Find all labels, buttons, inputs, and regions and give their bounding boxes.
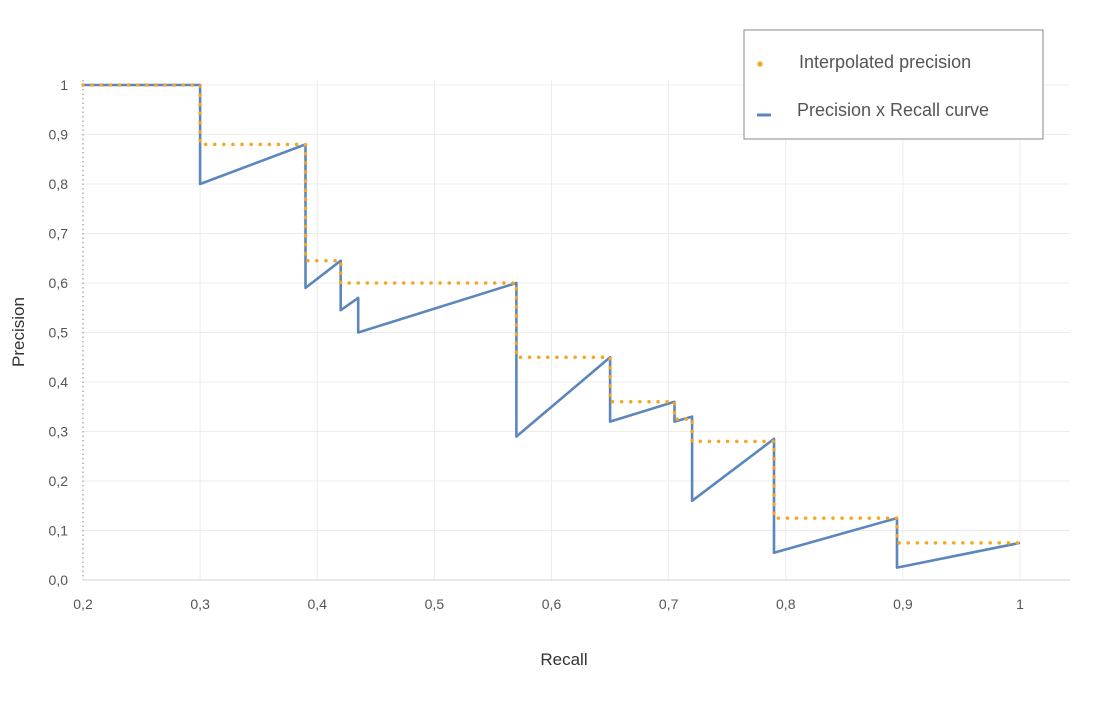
x-tick-label: 0,3 [190,596,210,612]
y-tick-label: 0,4 [49,374,69,390]
y-tick-label: 0,2 [49,473,69,489]
y-tick-label: 0,1 [49,523,69,539]
x-tick-label: 0,2 [73,596,93,612]
y-tick-labels: 0,0 0,1 0,2 0,3 0,4 0,5 0,6 0,7 0,8 0,9 1 [49,77,69,588]
x-tick-label: 0,7 [659,596,679,612]
x-tick-label: 0,9 [893,596,913,612]
x-tick-label: 1 [1016,596,1024,612]
y-tick-label: 0,5 [49,325,69,341]
y-tick-label: 0,3 [49,424,69,440]
x-axis-title: Recall [540,650,587,669]
x-tick-label: 0,5 [425,596,445,612]
y-tick-label: 1 [60,77,68,93]
x-tick-label: 0,8 [776,596,796,612]
legend-dot-marker [757,61,763,67]
x-tick-label: 0,6 [542,596,562,612]
y-tick-label: 0,8 [49,176,69,192]
y-tick-label: 0,7 [49,226,69,242]
series-layer [81,83,1022,569]
legend: Interpolated precision Precision x Recal… [743,29,1044,140]
legend-label-pr-curve: Precision x Recall curve [797,100,989,120]
y-tick-label: 0,0 [49,572,69,588]
x-tick-label: 0,4 [308,596,328,612]
y-axis-title: Precision [9,297,28,367]
y-tick-label: 0,6 [49,275,69,291]
x-tick-labels: 0,2 0,3 0,4 0,5 0,6 0,7 0,8 0,9 1 [73,596,1024,612]
legend-label-interpolated: Interpolated precision [799,52,971,72]
y-tick-label: 0,9 [49,127,69,143]
grid-lines [83,80,1070,580]
axes [82,80,1070,581]
interpolated-precision-line [81,83,1022,545]
legend-box [743,29,1044,140]
